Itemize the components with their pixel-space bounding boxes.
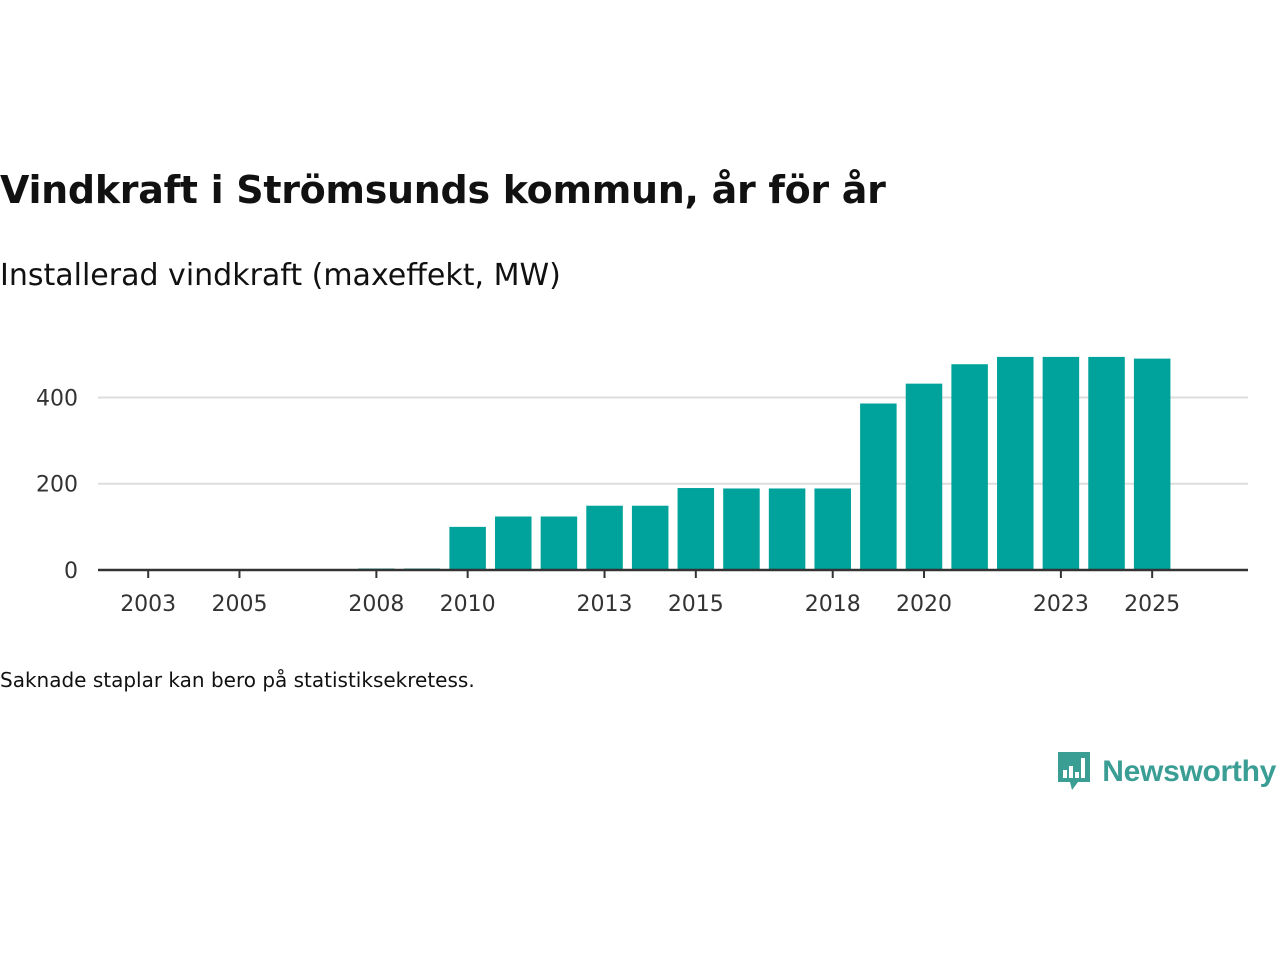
bar [449, 526, 486, 570]
chart-title: Vindkraft i Strömsunds kommun, år för år [0, 168, 886, 212]
x-tick-label: 2008 [348, 592, 404, 617]
bar [631, 505, 669, 570]
x-tick-label: 2013 [577, 592, 633, 617]
bar [997, 356, 1034, 570]
bar-chart: 0 200 400 2003 2005 2008 2010 2013 2015 2018 2020 2… [36, 356, 1248, 617]
bar [814, 488, 851, 570]
bar [495, 516, 532, 570]
bar [951, 364, 988, 570]
chart-subtitle: Installerad vindkraft (maxeffekt, MW) [0, 258, 561, 293]
newsworthy-logo: Newsworthy [1056, 748, 1276, 796]
brand-name: Newsworthy [1102, 755, 1276, 788]
y-tick-label: 200 [36, 473, 78, 498]
y-tick-label: 400 [36, 386, 78, 411]
footnote: Saknade staplar kan bero på statistiksek… [0, 668, 475, 692]
bars [358, 356, 1171, 570]
bar [860, 403, 897, 570]
newsworthy-chart-icon [1058, 752, 1091, 790]
x-tick-label: 2003 [120, 592, 176, 617]
x-tick-label: 2010 [440, 592, 496, 617]
bar [540, 516, 578, 570]
bar [586, 505, 623, 570]
x-tick-label: 2023 [1033, 592, 1089, 617]
x-tick-label: 2005 [211, 592, 267, 617]
bar [1088, 356, 1125, 570]
bar [768, 488, 806, 570]
bar [677, 488, 715, 570]
bar [723, 488, 760, 570]
x-tick-label: 2025 [1124, 592, 1180, 617]
axes: 0 200 400 2003 2005 2008 2010 2013 2015 2018 2020 2… [36, 386, 1248, 617]
x-tick-label: 2018 [805, 592, 861, 617]
bar [905, 383, 943, 570]
bar [1133, 358, 1171, 570]
bar [1042, 356, 1080, 570]
x-tick-label: 2020 [896, 592, 952, 617]
y-tick-label: 0 [64, 559, 78, 584]
x-tick-label: 2015 [668, 592, 724, 617]
